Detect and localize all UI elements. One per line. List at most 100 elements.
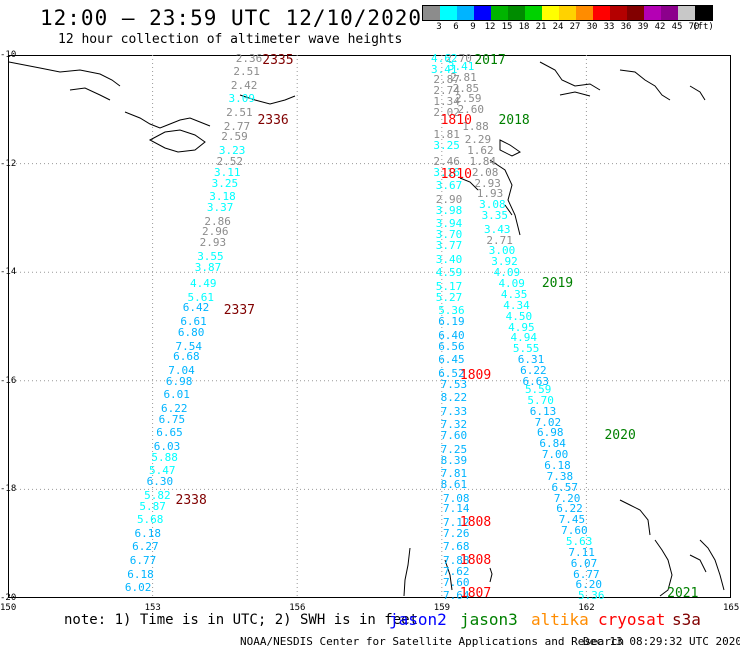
map-title: 12:00 – 23:59 UTC 12/10/2020: [40, 6, 423, 30]
track-2017-2021-value: 1.84: [469, 154, 497, 168]
pass-label: 2021: [667, 585, 699, 601]
map-subtitle: 12 hour collection of altimeter wave hei…: [58, 32, 403, 47]
legend-swatch: [440, 6, 457, 20]
track-2335-2338-value: 3.09: [228, 92, 256, 106]
track-2017-2021-value: 6.13: [529, 404, 557, 418]
track-2017-2021-value: 4.09: [493, 266, 521, 280]
pass-label: 1808: [459, 552, 492, 568]
track-2335-2338-value: 2.59: [221, 130, 248, 144]
legend-swatch: [491, 6, 508, 20]
track-1810-1807-value: 7.33: [440, 404, 468, 418]
coastline-island: [499, 139, 521, 157]
track-2017-2021-value: 3.92: [491, 255, 518, 269]
track-2335-2338-value: 6.01: [163, 388, 190, 402]
track-2335-2338-value: 6.77: [129, 553, 157, 567]
latitude-tick-label: -10: [0, 50, 17, 60]
track-2335-2338-value: 2.51: [226, 106, 253, 119]
pass-label: 1810: [440, 167, 472, 183]
legend-swatch: [576, 6, 593, 20]
track-2335-2338-value: 6.22: [161, 401, 188, 415]
track-2335-2338-value: 3.55: [197, 249, 224, 263]
coastline-loyalty-islands: [689, 539, 725, 591]
longitude-tick-label: 150: [0, 603, 17, 613]
track-2017-2021-value: 7.45: [558, 513, 586, 527]
legend-label: (ft): [692, 22, 714, 32]
pass-label: 2018: [498, 113, 530, 129]
track-1810-1807-value: 7.60: [440, 429, 468, 443]
latitude-tick-label: -16: [0, 375, 17, 386]
track-2017-2021-value: 5.55: [512, 342, 540, 356]
track-1810-1807-value: 7.08: [443, 491, 470, 505]
track-2335-2338-value: 2.77: [223, 119, 251, 133]
track-1810-1807-value: 7.62: [443, 564, 470, 578]
pass-label: 2337: [223, 303, 256, 319]
track-2017-2021-value: 1.62: [467, 144, 494, 158]
longitude-tick-label: 156: [289, 603, 306, 613]
track-2017-2021-value: 7.60: [561, 524, 588, 538]
track-2017-2021-value: 5.70: [527, 393, 554, 407]
pass-label: 1807: [459, 585, 492, 601]
track-1810-1807-value: 2.02: [433, 106, 460, 119]
track-2335-2338-value: 6.68: [173, 350, 200, 364]
longitude-tick-label: 165: [723, 603, 740, 613]
coastline-new-guinea: [8, 61, 121, 101]
track-2017-2021-value: 6.22: [520, 363, 547, 377]
track-2017-2021-value: 3.41: [447, 59, 475, 73]
track-2017-2021-value: 2.81: [450, 70, 477, 84]
track-2017-2021-value: 3.35: [481, 209, 509, 223]
legend-label: 39: [637, 22, 649, 32]
track-1810-1807-value: 3.94: [435, 217, 463, 231]
longitude-tick-label: 162: [578, 603, 595, 613]
track-2017-2021-value: 4.50: [505, 309, 533, 323]
satellite-cryosat: cryosat: [598, 610, 666, 629]
track-2017-2021-value: 3.43: [483, 222, 511, 236]
legend-swatch: [508, 6, 525, 20]
track-2335-2338-value: 2.93: [199, 236, 227, 250]
track-2017-2021-value: 4.34: [503, 298, 530, 312]
track-1810-1807-value: 3.98: [435, 203, 463, 217]
legend-swatch: [678, 6, 695, 20]
legend-swatch: [474, 6, 491, 20]
track-2017-2021-value: 6.98: [537, 426, 564, 440]
track-2017-2021-value: 7.20: [553, 491, 581, 505]
track-2017-2021-value: 6.31: [517, 353, 545, 367]
track-2335-2338-value: 3.11: [214, 165, 241, 179]
pass-label: 2017: [474, 53, 506, 69]
track-2017-2021-value: 1.93: [476, 187, 504, 201]
track-2017-2021-value: 1.88: [462, 119, 489, 133]
track-2017-2021-value: 2.71: [486, 233, 513, 247]
legend-label: 36: [620, 22, 632, 32]
legend-label: 21: [535, 22, 547, 32]
track-1810-1807-value: 6.56: [438, 339, 465, 353]
track-2017-2021-value: 6.63: [522, 374, 550, 388]
legend-swatch: [593, 6, 610, 20]
track-1810-1807-value: 2.87: [433, 73, 460, 87]
track-1810-1807-value: 2.46: [433, 154, 460, 168]
track-1810-1807-value: 3.40: [435, 252, 463, 266]
track-1810-1807-value: 3.41: [430, 62, 458, 76]
track-2017-2021-value: 2.60: [457, 103, 484, 117]
coastline-island-chain: [489, 159, 521, 236]
track-2017-2021-value: 6.07: [570, 556, 598, 570]
track-1810-1807-value: 5.27: [435, 290, 463, 304]
track-2335-2338-value: 6.27: [132, 540, 159, 554]
track-1810-1807-value: 2.90: [435, 192, 463, 206]
track-1810-1807-value: 6.52: [438, 366, 465, 380]
legend-label: 24: [552, 22, 564, 32]
track-2335-2338-value: 6.18: [127, 567, 154, 581]
track-1810-1807-value: 7.60: [443, 575, 470, 589]
legend-label: 15: [501, 22, 513, 32]
latitude-tick-label: -14: [0, 267, 17, 278]
coastline-chesterfield: [403, 547, 453, 597]
track-1810-1807-value: 8.22: [440, 391, 468, 405]
footer-note: note: 1) Time is in UTC; 2) SWH is in fe…: [64, 612, 419, 628]
track-2017-2021-value: 4.09: [498, 277, 525, 291]
track-1810-1807-value: 7.81: [440, 467, 468, 481]
track-2335-2338-value: 6.03: [153, 439, 181, 453]
track-2335-2338-value: 7.04: [168, 363, 195, 377]
coastline-solomons-north: [619, 69, 706, 101]
track-2017-2021-value: 6.18: [544, 458, 571, 472]
track-2335-2338-value: 5.47: [148, 464, 176, 478]
track-2335-2338-value: 6.80: [177, 325, 205, 339]
latitude-tick-label: -12: [0, 158, 17, 169]
